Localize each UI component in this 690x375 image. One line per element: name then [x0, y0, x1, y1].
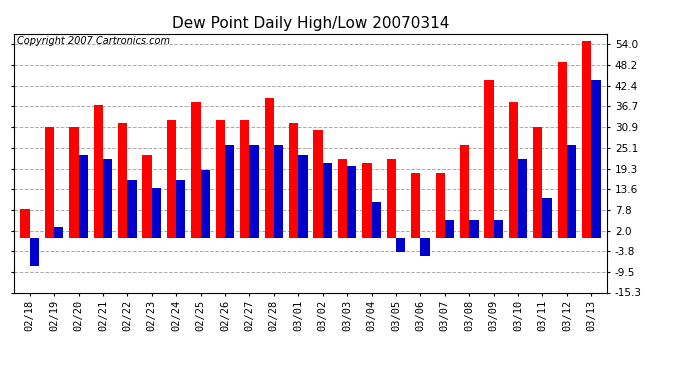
Bar [264, 98, 274, 238]
Bar [338, 159, 347, 238]
Bar [30, 238, 39, 266]
Bar [128, 180, 137, 238]
Bar [323, 163, 332, 238]
Bar [69, 127, 79, 238]
Bar [396, 238, 405, 252]
Bar [21, 209, 30, 238]
Bar [54, 227, 63, 238]
Bar [274, 145, 283, 238]
Title: Dew Point Daily High/Low 20070314: Dew Point Daily High/Low 20070314 [172, 16, 449, 31]
Bar [469, 220, 478, 238]
Bar [103, 159, 112, 238]
Bar [240, 120, 250, 238]
Text: Copyright 2007 Cartronics.com: Copyright 2007 Cartronics.com [17, 36, 170, 46]
Bar [298, 155, 308, 238]
Bar [250, 145, 259, 238]
Bar [435, 173, 445, 238]
Bar [567, 145, 576, 238]
Bar [216, 120, 225, 238]
Bar [558, 62, 567, 238]
Bar [542, 198, 552, 238]
Bar [94, 105, 103, 238]
Bar [445, 220, 454, 238]
Bar [225, 145, 235, 238]
Bar [420, 238, 430, 256]
Bar [371, 202, 381, 238]
Bar [118, 123, 128, 238]
Bar [493, 220, 503, 238]
Bar [152, 188, 161, 238]
Bar [201, 170, 210, 238]
Bar [176, 180, 186, 238]
Bar [313, 130, 323, 238]
Bar [533, 127, 542, 238]
Bar [45, 127, 54, 238]
Bar [289, 123, 298, 238]
Bar [591, 80, 600, 238]
Bar [484, 80, 493, 238]
Bar [460, 145, 469, 238]
Bar [167, 120, 176, 238]
Bar [347, 166, 357, 238]
Bar [191, 102, 201, 238]
Bar [386, 159, 396, 238]
Bar [362, 163, 371, 238]
Bar [143, 155, 152, 238]
Bar [411, 173, 420, 238]
Bar [518, 159, 527, 238]
Bar [79, 155, 88, 238]
Bar [582, 41, 591, 238]
Bar [509, 102, 518, 238]
